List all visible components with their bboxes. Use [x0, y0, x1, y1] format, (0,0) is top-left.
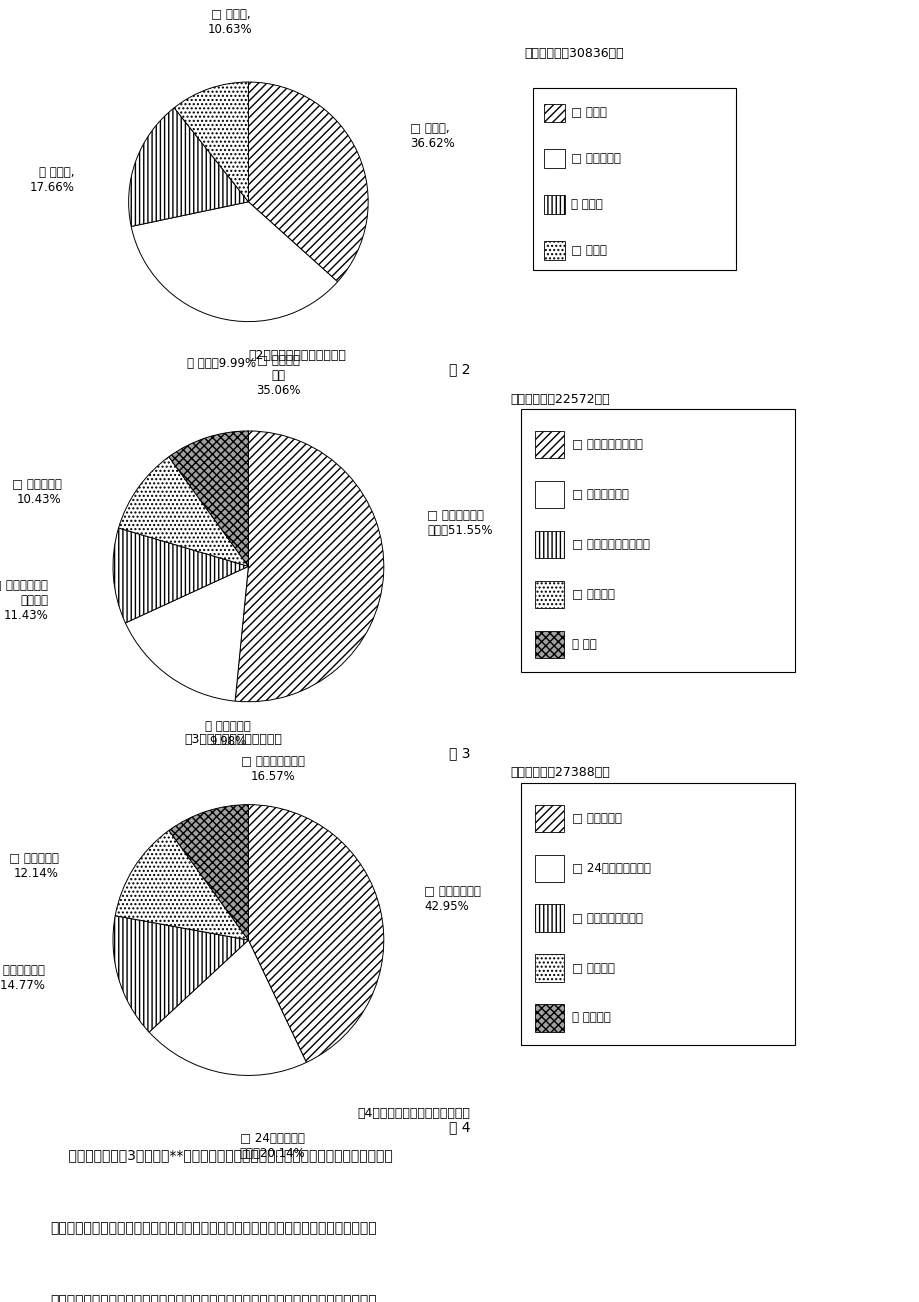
Text: □ 贷记卡: □ 贷记卡 — [571, 245, 607, 258]
Wedge shape — [119, 457, 248, 566]
Text: □ 存折和存单: □ 存折和存单 — [571, 152, 620, 165]
Text: □ 贷记卡,
10.63%: □ 贷记卡, 10.63% — [208, 8, 253, 36]
Text: 回 信用卡: 回 信用卡 — [571, 198, 603, 211]
Text: □ 网上银行: □ 网上银行 — [572, 961, 615, 974]
Bar — [535, 480, 563, 508]
Text: 图3、主要金融业务使用情况: 图3、主要金融业务使用情况 — [184, 733, 281, 746]
Text: □ 存取款等常规业务: □ 存取款等常规业务 — [572, 439, 642, 450]
Text: □ 24小时自助服
务厅，20.14%: □ 24小时自助服 务厅，20.14% — [240, 1131, 305, 1160]
Bar — [535, 854, 563, 881]
Wedge shape — [125, 566, 248, 700]
Wedge shape — [131, 202, 337, 322]
Wedge shape — [235, 431, 383, 702]
Bar — [543, 195, 564, 215]
Wedge shape — [129, 108, 248, 227]
Text: 调查显示（见图3），目前**省消费者仍属于储蓄群体，超前消费意愿较低，这造成消: 调查显示（见图3），目前**省消费者仍属于储蓄群体，超前消费意愿较低，这造成消 — [51, 1148, 391, 1163]
Text: □ 正式营业厅，
42.95%: □ 正式营业厅， 42.95% — [424, 885, 481, 914]
Text: □ 理财产品: □ 理财产品 — [572, 587, 615, 600]
Bar — [535, 954, 563, 982]
Bar — [535, 431, 563, 458]
Text: □ 消费贷款业务，
16.57%: □ 消费贷款业务， 16.57% — [241, 755, 304, 784]
Bar — [543, 241, 564, 260]
Wedge shape — [174, 82, 248, 202]
Text: 图 其它，9.99%: 图 其它，9.99% — [187, 357, 255, 370]
Text: □ 正式营业厅: □ 正式营业厅 — [572, 812, 621, 824]
Text: □ 借记卡,
36.62%: □ 借记卡, 36.62% — [410, 122, 454, 150]
Text: 图 4: 图 4 — [448, 1120, 471, 1134]
Wedge shape — [248, 82, 368, 281]
Text: 图2、主要金融产品使用情况: 图2、主要金融产品使用情况 — [248, 349, 346, 362]
Text: （有效投票：27388票）: （有效投票：27388票） — [510, 766, 609, 779]
Bar — [535, 531, 563, 559]
Text: 图 3: 图 3 — [448, 746, 471, 760]
Text: 图 电话银行，
9.98%: 图 电话银行， 9.98% — [205, 720, 251, 749]
Text: □ 柜员机等电子
终端，14.77%: □ 柜员机等电子 终端，14.77% — [0, 963, 45, 992]
Text: □ 存折和存
单，
35.06%: □ 存折和存 单， 35.06% — [255, 354, 301, 397]
Text: □ 借记卡: □ 借记卡 — [571, 107, 607, 120]
Bar — [535, 805, 563, 832]
Wedge shape — [115, 831, 248, 940]
Text: □ 柜员机等电子终端: □ 柜员机等电子终端 — [572, 911, 642, 924]
Wedge shape — [248, 805, 383, 1062]
Text: 图 2: 图 2 — [448, 362, 471, 376]
Text: □ 网上银行，
12.14%: □ 网上银行， 12.14% — [9, 852, 59, 880]
Wedge shape — [113, 915, 248, 1032]
Text: □ 基金股票外汇
等投资，
11.43%: □ 基金股票外汇 等投资， 11.43% — [0, 578, 48, 622]
Text: □ 消费贷款业务: □ 消费贷款业务 — [572, 488, 629, 501]
Text: □ 基金股票外汇等投资: □ 基金股票外汇等投资 — [572, 538, 650, 551]
Wedge shape — [169, 805, 248, 940]
Bar — [543, 104, 564, 122]
Text: （有效投票：30836票）: （有效投票：30836票） — [524, 47, 623, 60]
Text: 费者对银行金融产品的需求多集中于存取款等常规金融服务，对银行贷款的需求较低。基: 费者对银行金融产品的需求多集中于存取款等常规金融服务，对银行贷款的需求较低。基 — [51, 1221, 377, 1236]
Wedge shape — [149, 940, 306, 1075]
Text: □ 24小时自助服务厅: □ 24小时自助服务厅 — [572, 862, 651, 875]
Text: 金、外汇、股票等投资属于银行的代理业务，这一比例比较低，说明目前山东省消费者间: 金、外汇、股票等投资属于银行的代理业务，这一比例比较低，说明目前山东省消费者间 — [51, 1294, 377, 1302]
Bar — [535, 630, 563, 658]
Text: 图 其它: 图 其它 — [572, 638, 596, 651]
Bar — [543, 150, 564, 168]
Bar — [535, 581, 563, 608]
Text: 图 电话银行: 图 电话银行 — [572, 1012, 610, 1025]
Text: □ 理财产品，
10.43%: □ 理财产品， 10.43% — [12, 478, 62, 506]
Bar — [535, 1004, 563, 1031]
Wedge shape — [113, 529, 248, 622]
Bar — [535, 905, 563, 932]
Text: 图4、人们获取金融服务渠道情况: 图4、人们获取金融服务渠道情况 — [357, 1107, 470, 1120]
Text: 回 信用卡,
17.66%: 回 信用卡, 17.66% — [29, 167, 74, 194]
Text: （有效投票：22572票）: （有效投票：22572票） — [510, 393, 609, 406]
Text: □ 存取款等常规
业务，51.55%: □ 存取款等常规 业务，51.55% — [426, 509, 492, 536]
Wedge shape — [169, 431, 248, 566]
